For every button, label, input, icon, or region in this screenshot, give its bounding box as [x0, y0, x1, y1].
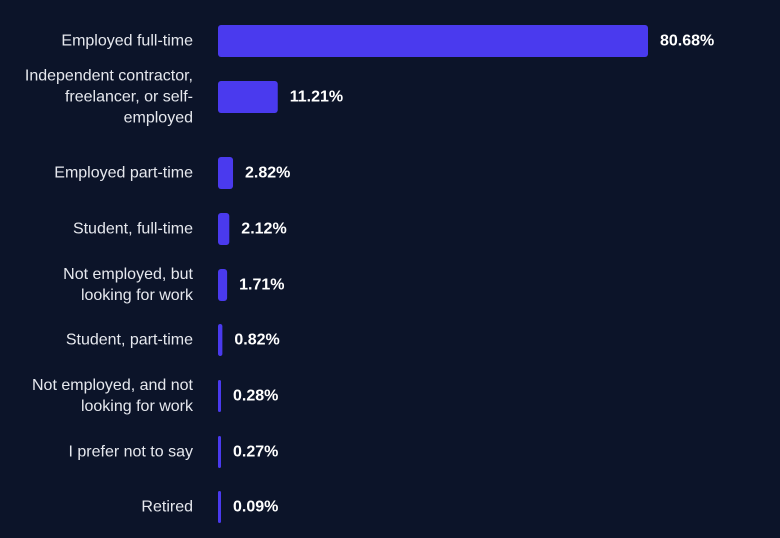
- value-label: 0.28%: [233, 388, 278, 405]
- bar: [218, 380, 221, 412]
- category-label: Independent contractor, freelancer, or se…: [25, 68, 193, 127]
- category-label-line: Employed full-time: [61, 33, 193, 50]
- category-label-line: employed: [124, 110, 193, 127]
- category-label-line: Independent contractor,: [25, 68, 193, 85]
- value-label: 11.21%: [290, 89, 343, 106]
- category-label: Retired: [141, 499, 193, 516]
- value-label: 0.27%: [233, 444, 278, 461]
- category-label: Student, part-time: [66, 332, 193, 349]
- value-label: 0.82%: [234, 332, 279, 349]
- value-label: 2.12%: [241, 221, 286, 238]
- category-label: I prefer not to say: [68, 444, 193, 461]
- bar: [218, 491, 221, 523]
- category-label-line: I prefer not to say: [68, 444, 193, 461]
- category-label-line: looking for work: [81, 398, 194, 415]
- category-label-line: freelancer, or self-: [65, 89, 193, 106]
- category-label: Not employed, but looking for work: [63, 266, 194, 304]
- category-label-line: Not employed, but: [63, 266, 193, 283]
- category-label: Student, full-time: [73, 221, 193, 238]
- bar: [218, 157, 234, 189]
- category-label: Employed part-time: [54, 165, 193, 182]
- value-label: 0.09%: [233, 499, 278, 516]
- category-label-line: looking for work: [81, 287, 194, 304]
- category-label: Employed full-time: [61, 33, 193, 50]
- bar: [218, 81, 278, 113]
- bar: [218, 213, 230, 245]
- value-label: 80.68%: [660, 33, 714, 50]
- bars-group: 80.68% Employed full-time 11.21% Independen…: [25, 25, 714, 523]
- bar: [218, 324, 223, 356]
- category-label-line: Student, full-time: [73, 221, 193, 238]
- value-label: 1.71%: [239, 277, 284, 294]
- value-label: 2.82%: [245, 165, 290, 182]
- category-label-line: Retired: [141, 499, 193, 516]
- category-label-line: Student, part-time: [66, 332, 193, 349]
- category-label-line: Not employed, and not: [32, 377, 194, 394]
- category-label: Not employed, and not looking for work: [32, 377, 194, 415]
- category-label-line: Employed part-time: [54, 165, 193, 182]
- bar: [218, 269, 228, 301]
- bar: [218, 436, 221, 468]
- bar: [218, 25, 648, 57]
